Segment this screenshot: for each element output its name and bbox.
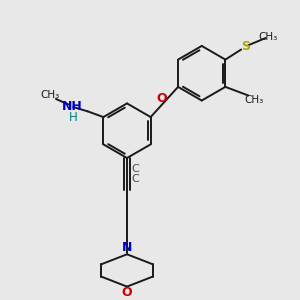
Text: C: C — [131, 164, 139, 174]
Text: CH₃: CH₃ — [259, 32, 278, 42]
Text: CH₃: CH₃ — [40, 90, 60, 100]
Text: H: H — [69, 111, 78, 124]
Text: C: C — [131, 174, 139, 184]
Text: CH₃: CH₃ — [244, 95, 264, 105]
Text: O: O — [157, 92, 167, 105]
Text: S: S — [241, 40, 250, 53]
Text: NH: NH — [61, 100, 82, 112]
Text: O: O — [122, 286, 132, 299]
Text: N: N — [122, 242, 132, 254]
